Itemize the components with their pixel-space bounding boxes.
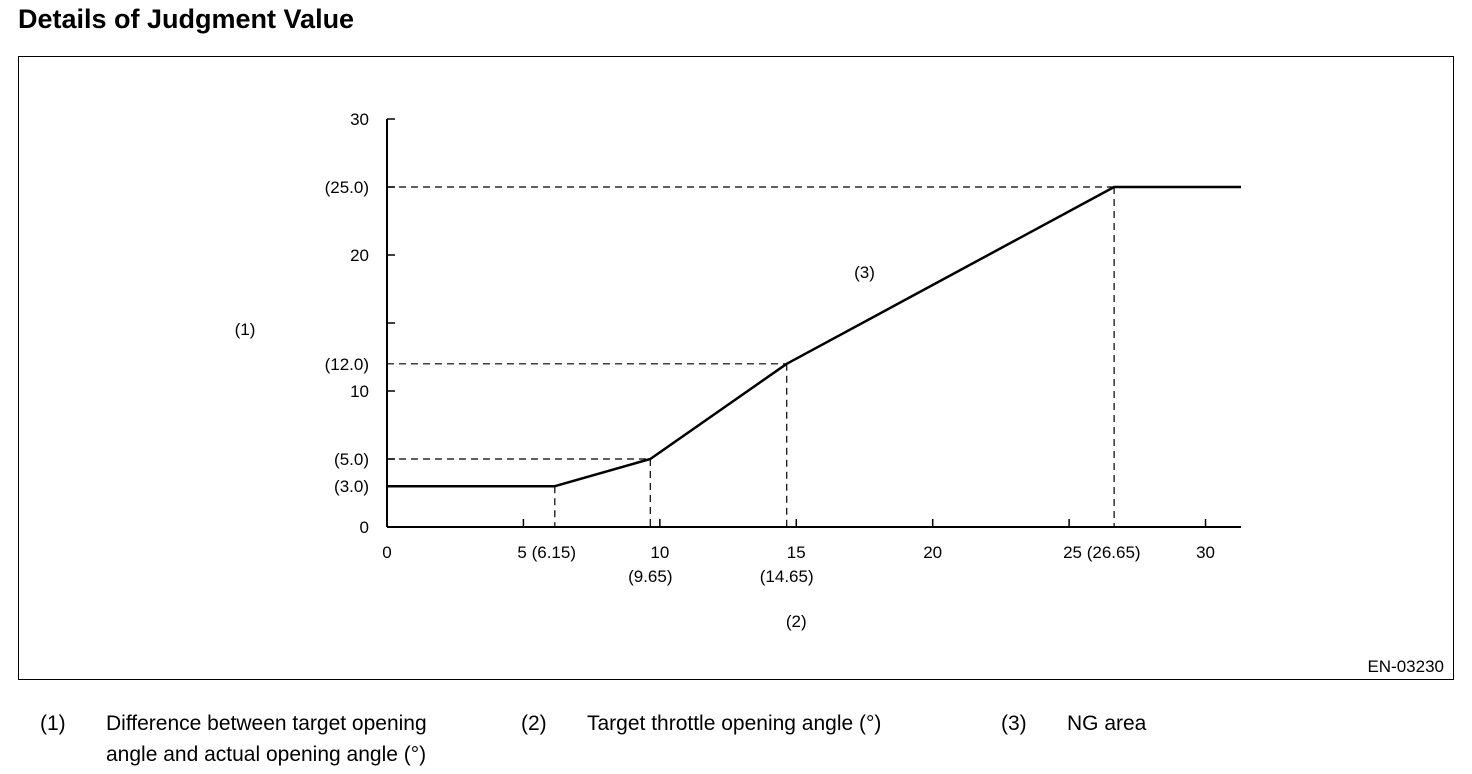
legend-text-line-1: Difference between target opening: [106, 712, 427, 735]
x-sub-label: (9.65): [628, 567, 672, 586]
y-tick-label: 30: [350, 110, 369, 129]
y-tick-label: 0: [360, 518, 369, 537]
x-tick-label: 10: [650, 543, 669, 562]
legend-number: (1): [40, 712, 66, 735]
legend-text-line-1: NG area: [1067, 712, 1147, 735]
judgment-value-chart: 0 5 (6.15) 10 15 20 25 (26.65) 30 (9.65) (14.65)…: [235, 110, 1444, 676]
page-title: Details of Judgment Value: [18, 4, 355, 34]
ng-area-label: (3): [854, 263, 875, 282]
legend-number: (3): [1001, 712, 1027, 735]
legend-text-line-2: angle and actual opening angle (°): [106, 743, 427, 766]
series-lines: [387, 185, 1241, 488]
x-axis-title: (2): [786, 612, 807, 631]
x-tick-label: 25 (26.65): [1063, 543, 1141, 562]
figure-id: EN-03230: [1367, 657, 1444, 676]
y-tick-label: 20: [350, 246, 369, 265]
y-marker-label: (3.0): [334, 477, 369, 496]
y-marker-label: (5.0): [334, 450, 369, 469]
y-marker-label: (12.0): [325, 355, 369, 374]
axis-labels: 0 5 (6.15) 10 15 20 25 (26.65) 30 (9.65) (14.65)…: [235, 110, 1215, 631]
y-axis-title: (1): [235, 320, 256, 339]
axes: [386, 118, 1241, 528]
y-tick-label: 10: [350, 382, 369, 401]
legend-number: (2): [521, 712, 547, 735]
legend-text-line-1: Target throttle opening angle (°): [587, 712, 882, 735]
x-tick-label: 0: [382, 543, 391, 562]
x-tick-label: 20: [923, 543, 942, 562]
reference-lines: [387, 186, 1115, 527]
x-tick-label: 15: [787, 543, 806, 562]
x-sub-label: (14.65): [760, 567, 814, 586]
series-line: [387, 185, 1241, 488]
chart-frame: 0 5 (6.15) 10 15 20 25 (26.65) 30 (9.65) (14.65)…: [18, 56, 1454, 680]
y-marker-label: (25.0): [325, 178, 369, 197]
x-tick-label: 30: [1196, 543, 1215, 562]
x-tick-label: 5 (6.15): [517, 543, 576, 562]
